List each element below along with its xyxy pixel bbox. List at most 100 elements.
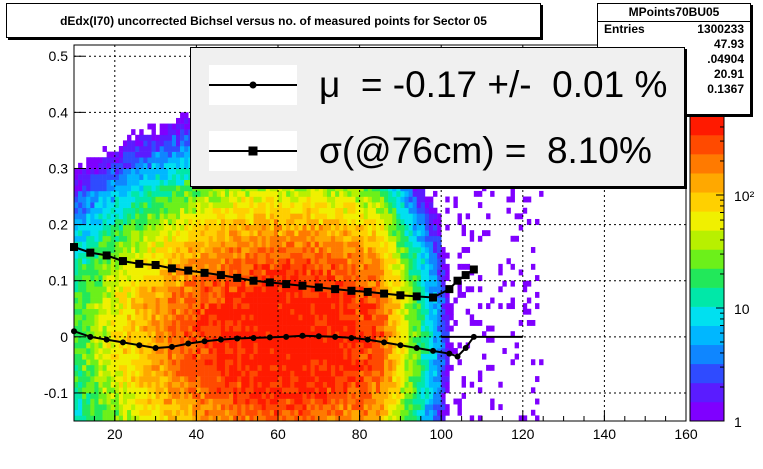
heatmap-cell [314,241,320,248]
heatmap-cell [212,415,218,422]
heatmap-cell [143,140,148,147]
heatmap-cell [310,297,316,304]
heatmap-cell [241,280,246,287]
heatmap-cell [428,353,434,360]
heatmap-cell [302,415,307,422]
heatmap-cell [335,190,340,197]
heatmap-cell [82,174,87,180]
heatmap-cell [298,224,303,231]
heatmap-cell [506,207,511,214]
heatmap-cell [318,325,324,332]
heatmap-cell [441,353,446,360]
heatmap-cell [98,286,103,293]
heatmap-cell [180,224,185,231]
heatmap-cell [122,291,128,298]
heatmap-cell [94,415,99,422]
heatmap-cell [82,235,87,242]
heatmap-cell [127,185,132,192]
heatmap-cell [363,319,369,326]
heatmap-cell [98,314,103,321]
heatmap-cell [110,151,116,158]
heatmap-cell [106,370,112,377]
heatmap-cell [433,286,438,293]
heatmap-cell [522,207,528,214]
heatmap-cell [351,224,356,231]
heatmap-cell [86,185,91,192]
heatmap-cell [249,196,254,203]
heatmap-cell [147,409,152,416]
heatmap-cell [135,291,140,298]
heatmap-cell [249,218,254,225]
heatmap-cell [400,235,405,242]
heatmap-cell [412,218,418,225]
heatmap-cell [78,218,83,225]
heatmap-cell [229,241,234,248]
heatmap-cell [139,162,144,169]
heatmap-cell [416,263,422,270]
heatmap-cell [110,202,116,209]
heatmap-cell [86,409,91,416]
heatmap-cell [331,308,336,315]
heatmap-cell [106,387,112,394]
heatmap-cell [416,364,422,371]
heatmap-cell [114,174,120,180]
heatmap-cell [286,247,291,253]
heatmap-cell [110,359,116,366]
heatmap-cell [326,348,332,354]
heatmap-cell [147,398,152,405]
heatmap-cell [94,331,99,338]
heatmap-cell [286,409,291,416]
heatmap-cell [233,353,238,360]
heatmap-cell [159,202,165,209]
heatmap-cell [375,348,381,354]
heatmap-cell [233,364,238,371]
heatmap-cell [441,325,446,332]
heatmap-cell [273,398,279,405]
heatmap-cell [118,308,124,315]
heatmap-cell [139,140,144,147]
heatmap-cell [224,398,230,405]
heatmap-cell [188,336,193,343]
heatmap-cell [355,230,360,237]
heatmap-cell [404,275,409,281]
heatmap-cell [380,263,385,270]
heatmap-cell [167,376,173,383]
heatmap-cell [241,263,246,270]
heatmap-cell [74,286,79,293]
heatmap-cell [229,359,234,366]
heatmap-cell [200,291,205,298]
heatmap-cell [78,308,83,315]
heatmap-cell [380,308,385,315]
heatmap-cell [347,387,352,394]
heatmap-cell [155,370,160,377]
heatmap-cell [196,280,201,287]
heatmap-cell [114,325,120,332]
heatmap-cell [404,325,409,332]
heatmap-cell [192,263,197,270]
heatmap-cell [204,230,209,237]
heatmap-cell [212,252,218,259]
heatmap-cell [257,404,262,411]
heatmap-cell [322,387,328,394]
heatmap-cell [192,185,197,192]
heatmap-cell [351,213,356,220]
heatmap-cell [306,291,311,298]
heatmap-cell [375,409,381,416]
heatmap-cell [269,370,275,377]
heatmap-cell [151,342,156,349]
heatmap-cell [380,331,385,338]
heatmap-cell [229,247,234,253]
heatmap-cell [143,196,148,203]
heatmap-cell [294,218,299,225]
heatmap-cell [155,381,160,388]
heatmap-cell [78,376,83,383]
heatmap-cell [118,409,124,416]
heatmap-cell [384,342,389,349]
heatmap-cell [310,415,316,422]
heatmap-cell [78,252,83,259]
heatmap-cell [522,415,528,422]
heatmap-cell [200,207,205,214]
heatmap-cell [326,207,332,214]
heatmap-cell [212,275,218,281]
heatmap-cell [416,404,422,411]
